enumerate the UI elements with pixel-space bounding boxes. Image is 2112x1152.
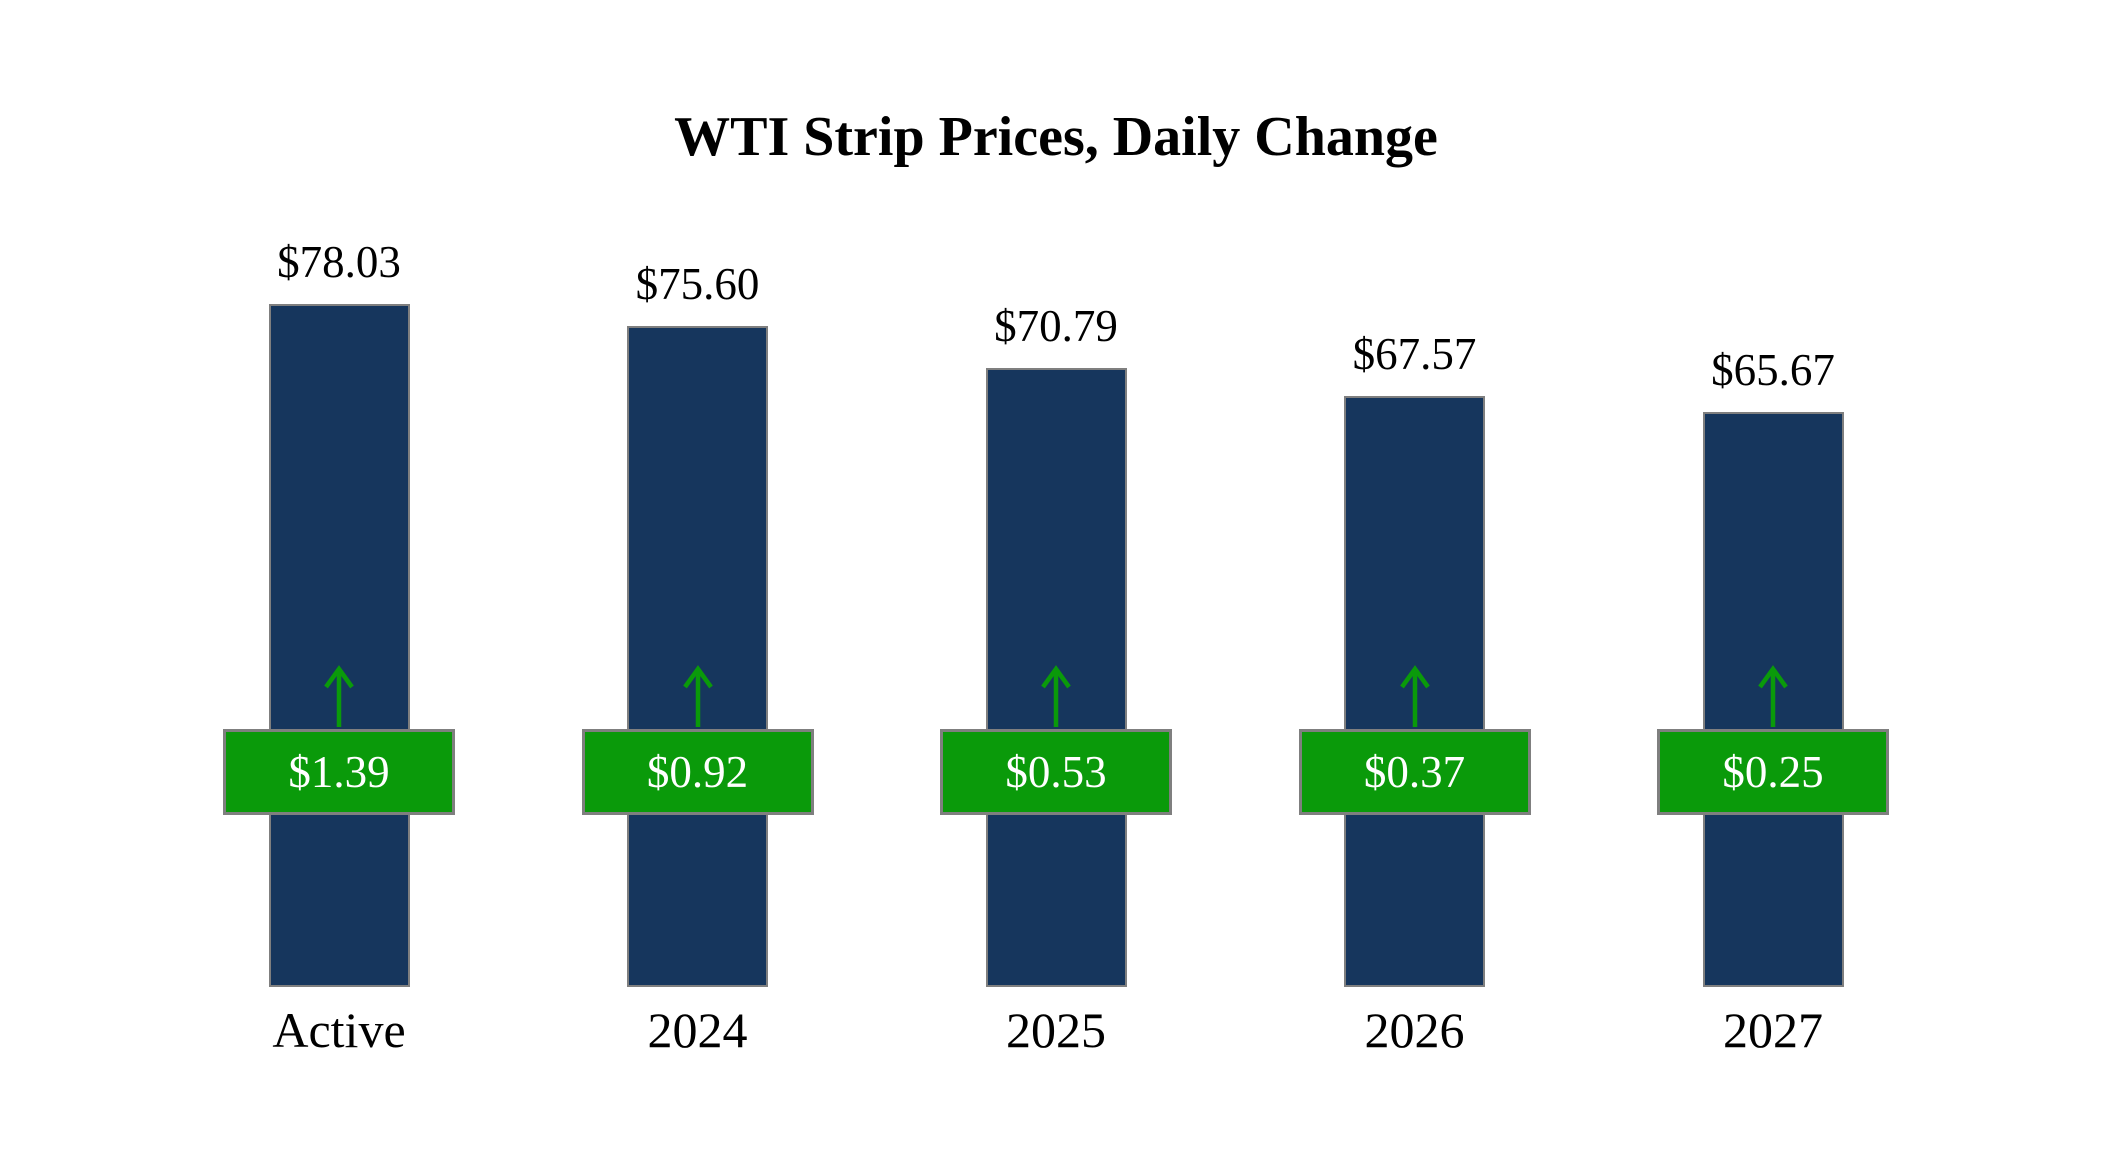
category-label: 2026 <box>1364 1002 1465 1058</box>
price-value-label: $67.57 <box>1352 328 1477 379</box>
price-value-label: $65.67 <box>1711 345 1835 396</box>
up-arrow-icon <box>317 663 361 734</box>
price-value-label: $78.03 <box>277 237 401 288</box>
daily-change-badge: $1.39 <box>223 729 455 815</box>
price-value-label: $75.60 <box>635 258 760 309</box>
category-label: Active <box>272 1002 406 1058</box>
chart-title: WTI Strip Prices, Daily Change <box>674 106 1438 168</box>
up-arrow-icon <box>676 663 720 734</box>
price-bar <box>268 304 410 987</box>
category-label: 2024 <box>647 1002 748 1058</box>
up-arrow-icon <box>1393 663 1437 734</box>
daily-change-badge: $0.92 <box>581 729 814 815</box>
category-label: 2025 <box>1006 1002 1106 1058</box>
daily-change-badge: $0.53 <box>940 729 1172 815</box>
up-arrow-icon <box>1751 663 1795 734</box>
price-value-label: $70.79 <box>994 300 1118 351</box>
daily-change-badge: $0.37 <box>1298 729 1531 815</box>
daily-change-badge: $0.25 <box>1657 729 1889 815</box>
category-label: 2027 <box>1723 1002 1823 1058</box>
price-bar <box>627 325 768 987</box>
up-arrow-icon <box>1034 663 1078 734</box>
